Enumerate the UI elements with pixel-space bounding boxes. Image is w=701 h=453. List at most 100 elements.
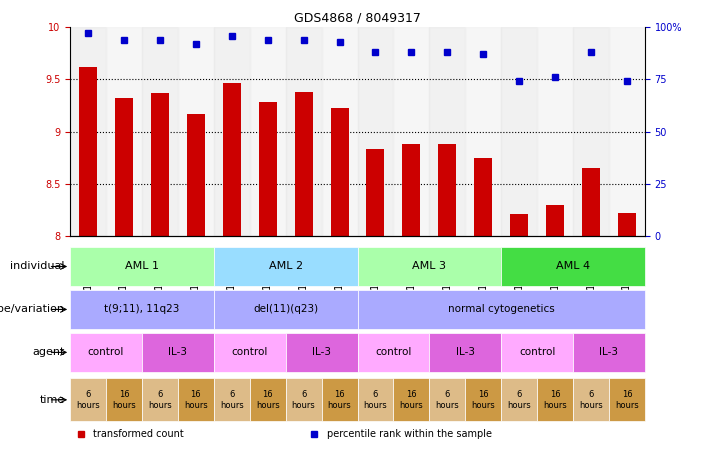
Bar bbox=[142, 27, 178, 236]
Bar bbox=[187, 114, 205, 236]
Bar bbox=[402, 144, 421, 236]
Bar bbox=[573, 27, 609, 236]
Bar bbox=[250, 27, 286, 236]
Text: IL-3: IL-3 bbox=[168, 347, 187, 357]
Bar bbox=[214, 247, 358, 286]
Bar bbox=[214, 290, 358, 328]
Text: 16
hours: 16 hours bbox=[400, 390, 423, 410]
Text: 16
hours: 16 hours bbox=[543, 390, 567, 410]
Text: 6
hours: 6 hours bbox=[76, 390, 100, 410]
Text: individual: individual bbox=[11, 261, 64, 271]
Bar bbox=[151, 93, 169, 236]
Text: t(9;11), 11q23: t(9;11), 11q23 bbox=[104, 304, 179, 314]
Text: 6
hours: 6 hours bbox=[220, 390, 244, 410]
Bar bbox=[430, 378, 465, 421]
Bar bbox=[465, 27, 501, 236]
Bar bbox=[178, 378, 214, 421]
Text: AML 1: AML 1 bbox=[125, 261, 159, 271]
Bar bbox=[430, 27, 465, 236]
Bar bbox=[537, 27, 573, 236]
Text: 16
hours: 16 hours bbox=[327, 390, 351, 410]
Bar bbox=[106, 27, 142, 236]
Text: transformed count: transformed count bbox=[93, 429, 184, 439]
Text: time: time bbox=[39, 395, 64, 405]
Text: AML 3: AML 3 bbox=[412, 261, 447, 271]
Text: control: control bbox=[88, 347, 124, 357]
Bar bbox=[142, 333, 214, 371]
Bar bbox=[214, 27, 250, 236]
Bar bbox=[142, 378, 178, 421]
Bar bbox=[573, 378, 609, 421]
Bar bbox=[322, 27, 358, 236]
Text: AML 4: AML 4 bbox=[556, 261, 590, 271]
Bar bbox=[393, 27, 429, 236]
Bar bbox=[70, 333, 142, 371]
Bar bbox=[322, 378, 358, 421]
Bar bbox=[294, 92, 313, 236]
Title: GDS4868 / 8049317: GDS4868 / 8049317 bbox=[294, 12, 421, 24]
Bar bbox=[106, 378, 142, 421]
Text: control: control bbox=[375, 347, 411, 357]
Bar bbox=[259, 102, 277, 236]
Bar bbox=[358, 290, 645, 328]
Bar bbox=[70, 247, 214, 286]
Text: del(11)(q23): del(11)(q23) bbox=[253, 304, 318, 314]
Text: agent: agent bbox=[32, 347, 64, 357]
Bar bbox=[250, 378, 286, 421]
Bar bbox=[438, 144, 456, 236]
Text: control: control bbox=[231, 347, 268, 357]
Bar bbox=[537, 378, 573, 421]
Text: 6
hours: 6 hours bbox=[148, 390, 172, 410]
Bar bbox=[609, 378, 645, 421]
Text: 16
hours: 16 hours bbox=[112, 390, 136, 410]
Bar bbox=[367, 149, 384, 236]
Bar bbox=[501, 247, 645, 286]
Bar bbox=[331, 107, 348, 236]
Text: normal cytogenetics: normal cytogenetics bbox=[448, 304, 554, 314]
Bar bbox=[501, 27, 537, 236]
Text: 16
hours: 16 hours bbox=[184, 390, 207, 410]
Text: 6
hours: 6 hours bbox=[292, 390, 315, 410]
Text: percentile rank within the sample: percentile rank within the sample bbox=[327, 429, 492, 439]
Bar bbox=[70, 27, 106, 236]
Text: IL-3: IL-3 bbox=[599, 347, 618, 357]
Text: control: control bbox=[519, 347, 555, 357]
Bar bbox=[358, 247, 501, 286]
Text: 6
hours: 6 hours bbox=[435, 390, 459, 410]
Bar bbox=[501, 378, 537, 421]
Bar bbox=[70, 290, 214, 328]
Bar bbox=[582, 168, 600, 236]
Bar bbox=[618, 213, 636, 236]
Bar bbox=[223, 82, 240, 236]
Bar bbox=[393, 378, 429, 421]
Bar bbox=[475, 158, 492, 236]
Bar bbox=[115, 98, 133, 236]
Text: 6
hours: 6 hours bbox=[508, 390, 531, 410]
Bar bbox=[214, 378, 250, 421]
Bar bbox=[358, 333, 430, 371]
Bar bbox=[465, 378, 501, 421]
Bar bbox=[286, 27, 322, 236]
Bar bbox=[510, 214, 528, 236]
Bar bbox=[573, 333, 645, 371]
Text: genotype/variation: genotype/variation bbox=[0, 304, 64, 314]
Text: 16
hours: 16 hours bbox=[256, 390, 280, 410]
Bar bbox=[609, 27, 645, 236]
Bar bbox=[358, 27, 393, 236]
Text: 6
hours: 6 hours bbox=[364, 390, 388, 410]
Bar bbox=[358, 378, 393, 421]
Bar bbox=[501, 333, 573, 371]
Bar bbox=[70, 378, 106, 421]
Text: IL-3: IL-3 bbox=[456, 347, 475, 357]
Bar bbox=[546, 205, 564, 236]
Bar bbox=[214, 333, 286, 371]
Bar bbox=[79, 67, 97, 236]
Bar bbox=[430, 333, 501, 371]
Text: 16
hours: 16 hours bbox=[615, 390, 639, 410]
Bar bbox=[286, 333, 358, 371]
Text: AML 2: AML 2 bbox=[268, 261, 303, 271]
Bar bbox=[178, 27, 214, 236]
Text: 6
hours: 6 hours bbox=[579, 390, 603, 410]
Text: 16
hours: 16 hours bbox=[471, 390, 495, 410]
Bar bbox=[286, 378, 322, 421]
